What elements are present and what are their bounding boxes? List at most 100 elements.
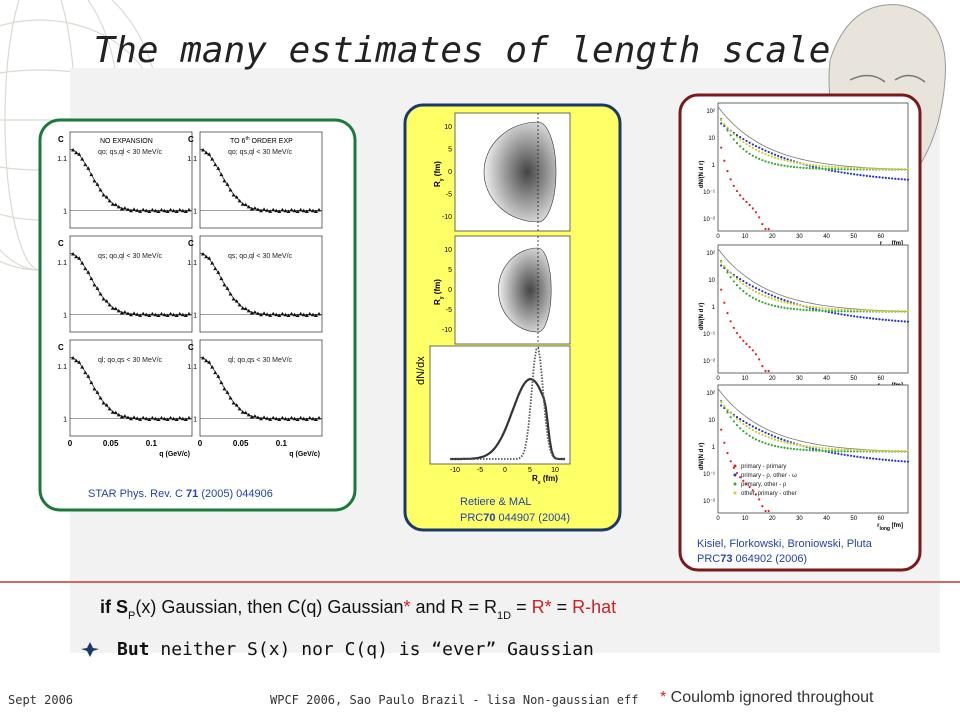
- marker: [301, 416, 306, 421]
- y-tick-label: 1: [193, 313, 197, 320]
- marker: [726, 126, 729, 129]
- y-label: C: [188, 239, 194, 248]
- marker: [274, 312, 279, 317]
- marker: [862, 174, 865, 177]
- marker: [159, 311, 164, 316]
- marker: [89, 276, 94, 281]
- marker: [286, 313, 291, 318]
- marker: [289, 207, 294, 212]
- marker: [729, 129, 732, 133]
- marker: [773, 298, 777, 301]
- marker: [219, 276, 224, 281]
- x-tick-label: 50: [850, 234, 857, 240]
- marker: [846, 448, 849, 451]
- kisiel-caption: Kisiel, Florkowski, Broniowski, Pluta: [697, 538, 873, 550]
- y-label: dN/(N d r): [699, 161, 705, 188]
- marker: [853, 315, 856, 318]
- x-tick-label: 40: [823, 234, 830, 240]
- marker: [761, 441, 764, 444]
- marker: [77, 256, 82, 260]
- y-label: dN/(N d r): [699, 443, 705, 470]
- header-part: ORDER EXP: [250, 138, 294, 145]
- marker: [745, 150, 748, 153]
- marker: [204, 150, 209, 155]
- statement: if SP(x) Gaussian, then C(q) Gaussian* a…: [100, 597, 616, 622]
- marker: [881, 167, 884, 170]
- marker: [906, 310, 910, 313]
- marker: [770, 444, 773, 447]
- marker: [732, 138, 735, 141]
- subplot-frame: [199, 235, 323, 333]
- marker: [313, 313, 318, 318]
- marker: [138, 313, 143, 317]
- marker: [86, 270, 91, 274]
- marker: [745, 281, 748, 285]
- marker: [903, 460, 906, 463]
- x-tick-label: 10: [742, 516, 749, 522]
- marker: [723, 404, 726, 408]
- y-tick-label: 1: [193, 417, 197, 424]
- marker: [821, 165, 824, 168]
- marker: [316, 415, 321, 420]
- marker: [271, 415, 276, 420]
- marker: [119, 310, 124, 315]
- marker: [748, 434, 751, 437]
- marker: [754, 148, 758, 151]
- marker: [77, 152, 82, 156]
- marker: [171, 312, 176, 317]
- y-tick-label: 1.1: [187, 364, 197, 371]
- y-tick-label: 10²: [706, 109, 715, 115]
- marker: [884, 309, 887, 313]
- marker: [274, 208, 279, 213]
- marker: [745, 200, 748, 204]
- marker: [843, 171, 846, 174]
- marker: [265, 208, 270, 212]
- legend-dot: [733, 473, 737, 477]
- x-label: q (GeV/c): [289, 451, 320, 458]
- marker: [862, 456, 865, 459]
- marker: [110, 410, 115, 414]
- marker: [104, 195, 109, 199]
- marker: [274, 416, 279, 421]
- marker: [735, 331, 739, 335]
- marker: [739, 136, 742, 139]
- marker: [86, 166, 91, 170]
- y-tick-label: 1.1: [187, 260, 197, 267]
- marker: [168, 415, 173, 420]
- marker: [849, 172, 853, 175]
- marker: [301, 312, 306, 317]
- y-tick-label: 10⁻¹: [703, 472, 715, 478]
- marker: [162, 312, 167, 317]
- marker: [758, 157, 761, 160]
- marker: [840, 310, 843, 313]
- marker: [767, 443, 770, 446]
- marker: [129, 416, 133, 421]
- x-tick-label: 60: [878, 516, 885, 522]
- marker: [777, 154, 780, 158]
- marker: [824, 309, 827, 312]
- marker: [849, 166, 853, 170]
- marker: [141, 207, 146, 212]
- marker: [903, 310, 906, 313]
- marker: [865, 309, 868, 312]
- marker: [304, 209, 309, 214]
- marker: [777, 445, 780, 448]
- marker: [818, 167, 821, 170]
- marker: [853, 166, 856, 170]
- marker: [207, 360, 212, 364]
- marker: [875, 175, 878, 179]
- marker: [783, 299, 786, 302]
- marker: [259, 208, 263, 213]
- y-tick-label: 10⁻²: [703, 499, 715, 505]
- marker: [83, 370, 88, 375]
- marker: [262, 311, 267, 315]
- y-tick-label: 10: [708, 278, 715, 284]
- subplot-frame: [69, 339, 193, 437]
- marker: [310, 208, 315, 213]
- marker: [856, 167, 859, 170]
- marker: [735, 423, 739, 427]
- marker: [751, 154, 754, 157]
- marker: [138, 417, 143, 421]
- label-part: (fm): [541, 474, 559, 483]
- marker: [818, 309, 821, 312]
